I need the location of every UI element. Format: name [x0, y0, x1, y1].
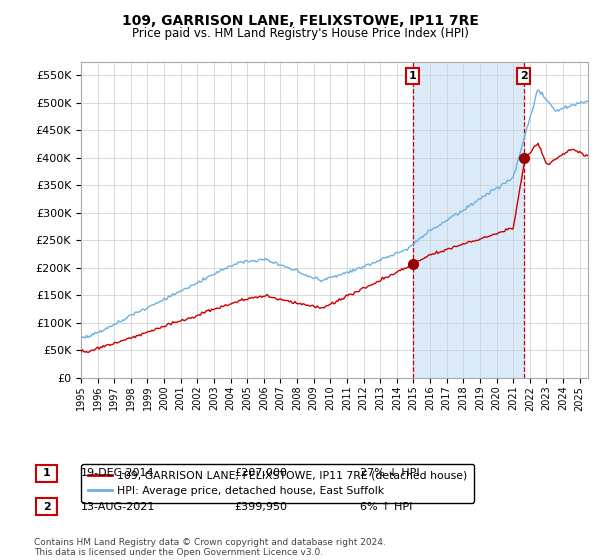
Text: 2: 2: [520, 71, 527, 81]
Text: 13-AUG-2021: 13-AUG-2021: [81, 502, 155, 512]
Text: £207,000: £207,000: [234, 468, 287, 478]
Text: £399,950: £399,950: [234, 502, 287, 512]
Text: 1: 1: [43, 468, 50, 478]
FancyBboxPatch shape: [36, 498, 58, 515]
Text: 109, GARRISON LANE, FELIXSTOWE, IP11 7RE: 109, GARRISON LANE, FELIXSTOWE, IP11 7RE: [122, 14, 478, 28]
FancyBboxPatch shape: [36, 465, 58, 482]
Text: 6% ↑ HPI: 6% ↑ HPI: [360, 502, 412, 512]
Text: 27% ↓ HPI: 27% ↓ HPI: [360, 468, 419, 478]
Bar: [413, 62, 524, 378]
Legend: 109, GARRISON LANE, FELIXSTOWE, IP11 7RE (detached house), HPI: Average price, d: 109, GARRISON LANE, FELIXSTOWE, IP11 7RE…: [82, 464, 474, 502]
Text: 2: 2: [43, 502, 50, 512]
Text: 19-DEC-2014: 19-DEC-2014: [81, 468, 155, 478]
Text: Contains HM Land Registry data © Crown copyright and database right 2024.
This d: Contains HM Land Registry data © Crown c…: [34, 538, 386, 557]
Text: 1: 1: [409, 71, 416, 81]
Text: Price paid vs. HM Land Registry's House Price Index (HPI): Price paid vs. HM Land Registry's House …: [131, 27, 469, 40]
